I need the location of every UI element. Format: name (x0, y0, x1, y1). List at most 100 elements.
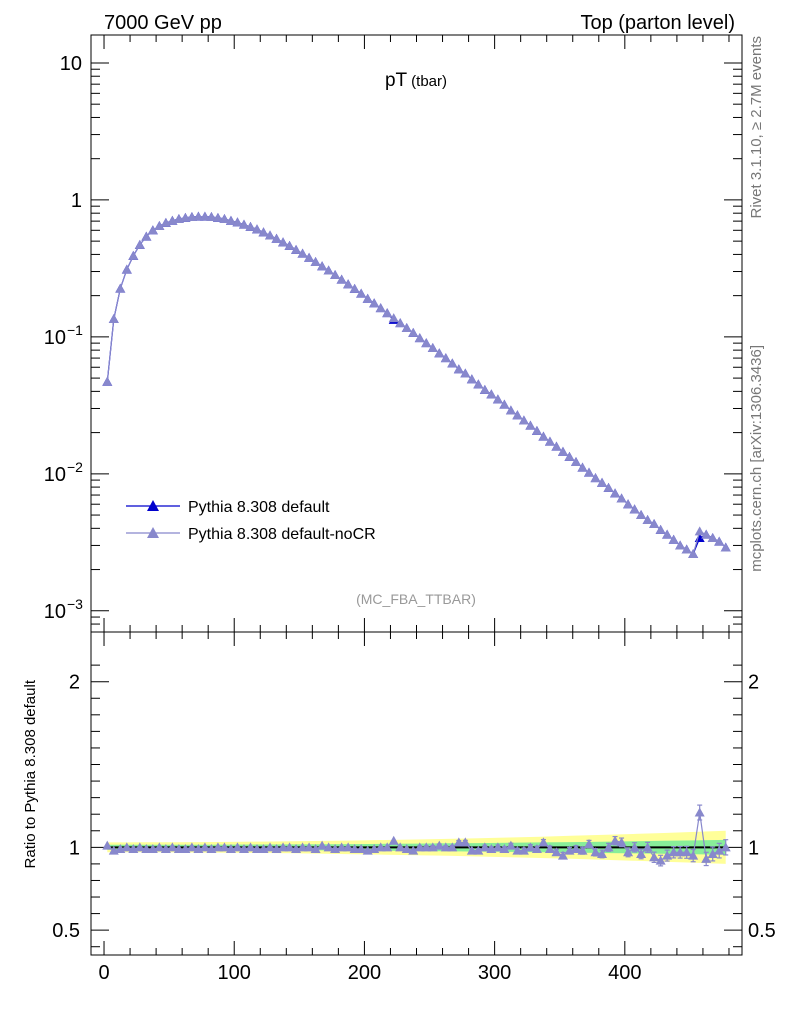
data-point (525, 420, 536, 430)
data-point (375, 303, 386, 313)
legend-entry-default: Pythia 8.308 default (126, 499, 330, 516)
ratio-data-point (199, 842, 210, 852)
data-point (597, 477, 608, 487)
data-point (564, 451, 575, 461)
data-point (447, 358, 458, 368)
ratio-data-point (317, 840, 328, 850)
ratio-data-point (212, 842, 223, 852)
data-point (538, 431, 549, 441)
data-point (401, 323, 412, 333)
ratio-data-point (173, 843, 184, 853)
ratio-data-point (557, 850, 568, 860)
ratio-y-tick-label: 0.5 (52, 920, 80, 942)
ratio-data-point (662, 850, 673, 860)
data-point (330, 269, 341, 279)
ratio-data-point (343, 842, 354, 852)
x-tick-label: 100 (218, 962, 251, 984)
data-point (570, 457, 581, 467)
ratio-data-point (603, 842, 614, 852)
header-right-label: Top (parton level) (580, 12, 735, 34)
ratio-data-point (512, 845, 523, 855)
header-left-label: 7000 GeV pp (104, 12, 222, 34)
ratio-y-tick-label: 2 (69, 672, 80, 694)
ratio-data-point (531, 843, 542, 853)
data-point (219, 214, 230, 224)
x-tick-label: 200 (348, 962, 381, 984)
ratio-data-point (297, 842, 308, 852)
x-tick-label: 0 (98, 962, 109, 984)
ratio-plot-panel: 0 100 200 300 400 2 2 1 1 0.5 0.5 Ratio to Pythia … (22, 631, 776, 984)
data-point (245, 221, 256, 231)
data-point (505, 405, 516, 415)
data-point (232, 217, 243, 227)
data-point (603, 482, 614, 492)
data-point (434, 348, 445, 358)
data-point (662, 529, 673, 539)
data-point (199, 211, 210, 221)
data-point (225, 215, 236, 225)
data-point (186, 212, 197, 222)
ratio-y-tick-label-right: 1 (748, 837, 759, 859)
data-point (395, 318, 406, 328)
ratio-data-point (323, 842, 334, 852)
ratio-data-point (167, 842, 178, 852)
ratio-data-point (154, 842, 165, 852)
ratio-plot-frame (90, 631, 743, 956)
ratio-data-point (278, 842, 289, 852)
y-tick-label: 10 (60, 53, 82, 75)
ratio-data-point (525, 842, 536, 852)
ratio-ticks: 0 100 200 300 400 2 2 1 1 0.5 0.5 (52, 632, 776, 984)
ratio-series-group (102, 804, 731, 867)
data-point (720, 542, 731, 552)
ratio-data-point (629, 842, 640, 852)
data-point (701, 529, 712, 539)
data-point (336, 274, 347, 284)
ratio-data-point (616, 837, 627, 847)
ratio-data-point (186, 842, 197, 852)
data-point (694, 526, 705, 536)
x-tick-label: 400 (608, 962, 641, 984)
data-point (512, 410, 523, 420)
data-point (388, 313, 399, 323)
data-point (238, 219, 249, 229)
data-point (362, 293, 373, 303)
data-point (102, 376, 113, 386)
data-point (557, 446, 568, 456)
data-point (297, 248, 308, 258)
ratio-data-point (473, 845, 484, 855)
ratio-data-point (623, 847, 634, 857)
ratio-data-point (349, 843, 360, 853)
ratio-data-point (447, 842, 458, 852)
ratio-data-point (636, 848, 647, 858)
main-title-suffix: (tbar) (411, 73, 447, 90)
data-point (544, 436, 555, 446)
ratio-data-point (499, 843, 510, 853)
ratio-data-point (701, 853, 712, 863)
main-watermark: (MC_FBA_TTBAR) (356, 591, 476, 607)
ratio-data-point (597, 848, 608, 858)
ratio-y-tick-label: 1 (69, 837, 80, 859)
data-point (531, 425, 542, 435)
ratio-data-point (479, 842, 490, 852)
y-tick-label: 1 (71, 190, 82, 212)
data-point (310, 257, 321, 267)
ratio-data-point (265, 842, 276, 852)
ratio-data-point (577, 845, 588, 855)
ratio-data-point (681, 847, 692, 857)
data-point (675, 540, 686, 550)
data-point (518, 415, 529, 425)
data-point (115, 283, 126, 293)
data-point (610, 488, 621, 498)
data-point (349, 283, 360, 293)
ratio-data-point (336, 842, 347, 852)
data-point (642, 515, 653, 525)
data-point (707, 532, 718, 542)
ratio-data-point (141, 843, 152, 853)
ratio-y-tick-label-right: 2 (748, 672, 759, 694)
data-point (499, 399, 510, 409)
data-point (473, 379, 484, 389)
ratio-data-point (655, 855, 666, 865)
data-point (577, 462, 588, 472)
data-point (440, 353, 451, 363)
